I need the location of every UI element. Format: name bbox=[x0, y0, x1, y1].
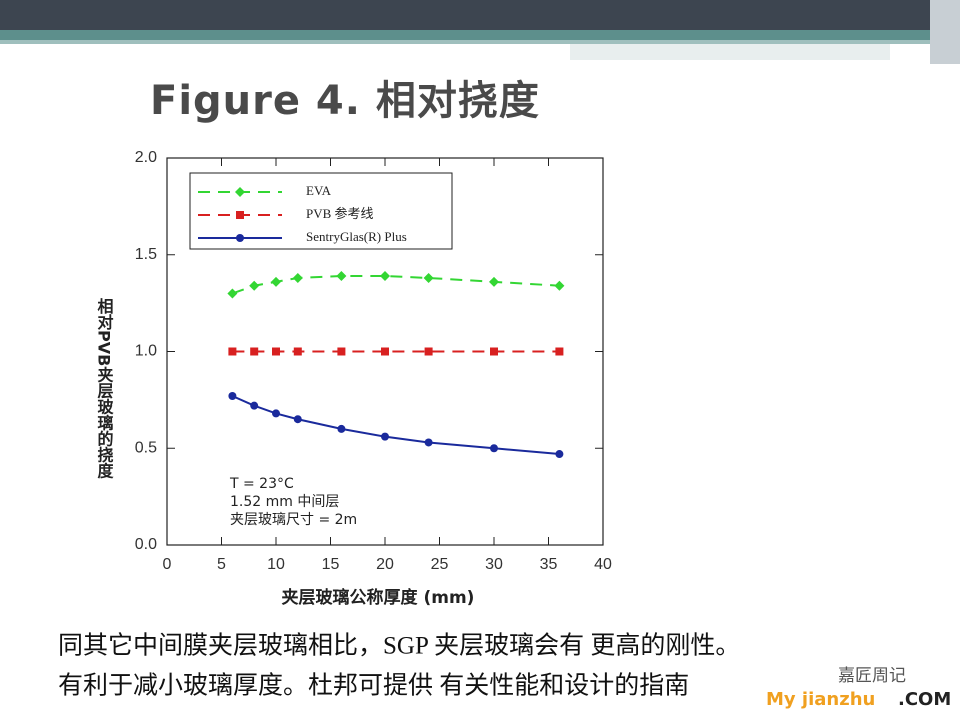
annotation: T = 23°C bbox=[229, 476, 294, 492]
data-point bbox=[381, 432, 389, 441]
x-tick-label: 5 bbox=[217, 556, 226, 573]
header-corner bbox=[930, 0, 960, 64]
data-point bbox=[337, 347, 346, 356]
legend-label: EVA bbox=[306, 183, 332, 198]
y-tick-label: 0.5 bbox=[135, 439, 157, 456]
data-point bbox=[228, 392, 237, 401]
data-point bbox=[336, 271, 347, 282]
legend-marker bbox=[236, 211, 244, 219]
x-tick-label: 20 bbox=[376, 556, 394, 573]
data-point bbox=[228, 347, 237, 356]
x-tick-label: 0 bbox=[163, 556, 172, 573]
watermark-suffix: .COM bbox=[898, 689, 951, 710]
annotation: 夹层玻璃尺寸 = 2m bbox=[230, 511, 357, 528]
data-point bbox=[250, 347, 259, 356]
caption-line: 有利于减小玻璃厚度。杜邦可提供 有关性能和设计的指南 bbox=[58, 672, 689, 700]
header-stripe bbox=[0, 40, 960, 44]
x-tick-label: 40 bbox=[594, 556, 612, 573]
data-point bbox=[272, 409, 280, 418]
chart-title: Figure 4. 相对挠度 bbox=[150, 78, 540, 124]
x-tick-label: 25 bbox=[431, 556, 449, 573]
x-tick-label: 30 bbox=[485, 556, 503, 573]
data-point bbox=[227, 288, 238, 299]
legend-marker bbox=[236, 234, 244, 242]
y-tick-label: 1.0 bbox=[135, 343, 157, 360]
data-point bbox=[271, 276, 281, 287]
y-tick-label: 0.0 bbox=[135, 536, 157, 553]
data-point bbox=[490, 444, 498, 453]
legend-label: PVB 参考线 bbox=[306, 206, 374, 221]
data-point bbox=[292, 272, 303, 283]
data-point bbox=[555, 347, 564, 356]
data-point bbox=[249, 280, 260, 291]
header-stripe bbox=[0, 30, 960, 40]
data-point bbox=[554, 280, 565, 291]
y-tick-label: 1.5 bbox=[135, 246, 157, 263]
watermark-site: My jianzhu bbox=[766, 689, 875, 710]
data-point bbox=[293, 415, 302, 424]
data-point bbox=[250, 401, 259, 410]
data-point bbox=[337, 424, 346, 433]
watermark-name: 嘉匠周记 bbox=[838, 666, 906, 686]
header-stripe bbox=[570, 44, 890, 60]
y-axis-label: 相对PVB夹层玻璃的挠度 bbox=[95, 297, 114, 479]
caption-line: 同其它中间膜夹层玻璃相比，SGP 夹层玻璃会有 更高的刚性。 bbox=[58, 632, 740, 660]
legend-marker bbox=[235, 187, 245, 197]
data-point bbox=[424, 347, 433, 356]
y-tick-label: 2.0 bbox=[135, 149, 157, 166]
legend-box bbox=[189, 172, 453, 250]
series-line bbox=[231, 395, 560, 456]
annotation: 1.52 mm 中间层 bbox=[230, 494, 339, 510]
x-tick-label: 10 bbox=[267, 556, 285, 573]
series-line bbox=[232, 275, 560, 295]
legend-label: SentryGlas(R) Plus bbox=[306, 229, 407, 244]
x-axis-label: 夹层玻璃公称厚度 (mm) bbox=[282, 587, 475, 608]
data-point bbox=[490, 347, 498, 356]
x-tick-label: 15 bbox=[322, 556, 340, 573]
x-tick-label: 35 bbox=[540, 556, 558, 573]
header-band bbox=[0, 0, 960, 30]
data-point bbox=[380, 271, 390, 282]
data-point bbox=[423, 272, 434, 283]
data-point bbox=[555, 450, 564, 459]
data-point bbox=[272, 347, 280, 356]
data-point bbox=[489, 276, 499, 287]
data-point bbox=[424, 438, 433, 447]
data-point bbox=[293, 347, 302, 356]
data-point bbox=[381, 347, 389, 356]
